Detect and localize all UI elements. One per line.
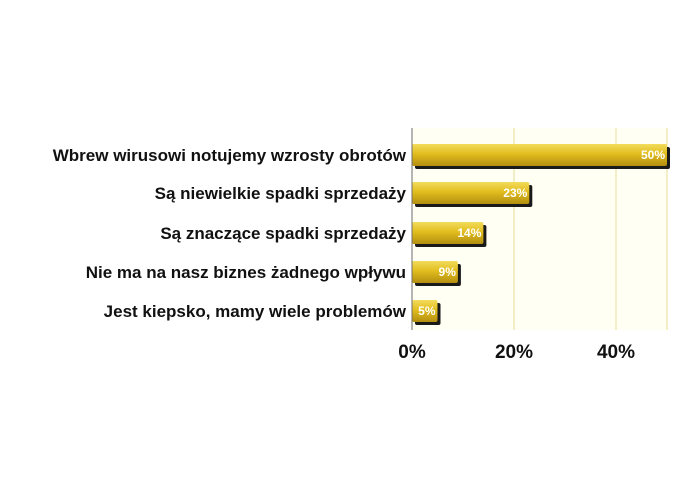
x-tick-label: 20% <box>495 342 533 363</box>
bar <box>412 222 484 244</box>
category-label: Jest kiepsko, mamy wiele problemów <box>104 302 407 321</box>
category-label: Nie ma na nasz biznes żadnego wpływu <box>86 263 406 282</box>
x-tick-label: 40% <box>597 342 635 363</box>
bar <box>412 144 667 166</box>
x-tick-label: 0% <box>398 342 426 363</box>
data-label: 5% <box>418 304 436 318</box>
category-label: Są znaczące spadki sprzedaży <box>160 224 406 243</box>
data-label: 50% <box>641 148 665 162</box>
category-label: Są niewielkie spadki sprzedaży <box>155 184 407 203</box>
bar <box>412 182 530 204</box>
category-label: Wbrew wirusowi notujemy wzrosty obrotów <box>53 146 407 165</box>
data-label: 23% <box>503 186 527 200</box>
bars <box>412 144 670 325</box>
bar <box>412 261 458 283</box>
data-label: 9% <box>439 265 457 279</box>
data-label: 14% <box>457 226 481 240</box>
labels: Wbrew wirusowi notujemy wzrosty obrotów S… <box>53 146 666 363</box>
bar <box>412 300 438 322</box>
